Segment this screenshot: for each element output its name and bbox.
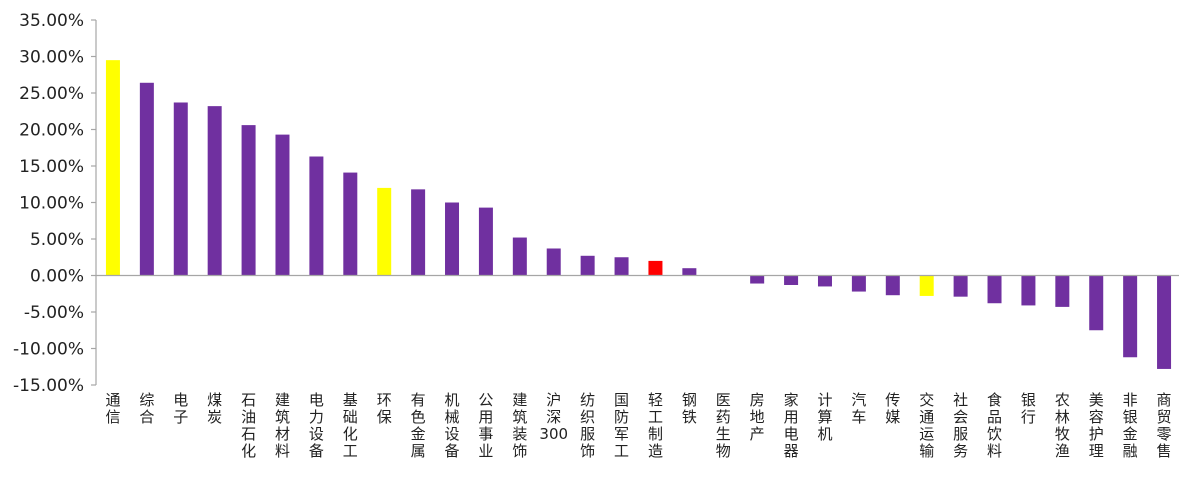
bar-20 <box>784 275 799 285</box>
bar-27 <box>1021 275 1036 306</box>
category-label-8: 环保 <box>377 391 392 426</box>
y-tick-label: -5.00% <box>24 303 84 323</box>
category-label-1: 综合 <box>139 391 154 426</box>
category-label-27: 银行 <box>1021 391 1036 426</box>
bar-15 <box>614 257 629 276</box>
y-tick-label: 15.00% <box>19 157 84 177</box>
bar-30 <box>1123 275 1138 358</box>
category-label-18: 医药生物 <box>716 391 731 460</box>
y-tick-label: 20.00% <box>19 121 84 141</box>
bar-17 <box>682 268 697 276</box>
category-label-29: 美容护理 <box>1089 391 1104 460</box>
category-label-16: 轻工制造 <box>648 391 663 460</box>
category-label-15: 国防军工 <box>614 391 629 460</box>
bar-9 <box>411 189 426 276</box>
y-tick-label: -15.00% <box>13 376 84 396</box>
category-label-14: 纺织服饰 <box>580 391 595 460</box>
y-tick-label: -10.00% <box>13 340 84 360</box>
y-tick-label: 35.00% <box>19 11 84 31</box>
category-label-22: 汽车 <box>851 391 866 426</box>
y-tick-label: 25.00% <box>19 84 84 104</box>
bars <box>105 60 1172 369</box>
category-label-2: 电子 <box>173 391 188 426</box>
y-tick-label: 0.00% <box>30 267 84 287</box>
y-tick-label: 5.00% <box>30 230 84 250</box>
bar-23 <box>885 275 900 296</box>
bar-19 <box>750 275 765 284</box>
bar-13 <box>546 248 561 276</box>
category-label-10: 机械设备 <box>445 391 460 460</box>
bar-10 <box>445 202 460 276</box>
category-label-19: 房地产 <box>750 391 765 443</box>
category-label-7: 基础化工 <box>343 391 358 460</box>
bar-4 <box>241 125 256 276</box>
category-label-28: 农林牧渔 <box>1055 391 1070 460</box>
bar-2 <box>173 102 188 276</box>
bar-11 <box>478 207 493 276</box>
category-label-23: 传媒 <box>885 391 900 426</box>
bar-26 <box>987 275 1002 304</box>
category-label-17: 钢铁 <box>682 391 697 426</box>
bar-8 <box>377 187 392 276</box>
category-label-31: 商贸零售 <box>1157 391 1172 460</box>
category-label-4: 石油石化 <box>241 391 256 460</box>
bar-16 <box>648 260 663 276</box>
category-label-11: 公用事业 <box>478 391 493 460</box>
category-label-3: 煤炭 <box>207 391 222 426</box>
category-label-5: 建筑材料 <box>275 391 290 460</box>
bar-3 <box>207 106 222 276</box>
category-label-25: 社会服务 <box>953 391 968 460</box>
category-label-12: 建筑装饰 <box>512 391 527 460</box>
bar-31 <box>1157 275 1172 369</box>
bar-24 <box>919 275 934 296</box>
bar-25 <box>953 275 968 297</box>
category-label-13: 沪深 300 <box>539 391 568 443</box>
bar-14 <box>580 255 595 276</box>
bar-21 <box>817 275 832 287</box>
category-label-6: 电力设备 <box>309 391 324 460</box>
category-label-20: 家用电器 <box>784 391 799 460</box>
bar-22 <box>851 275 866 292</box>
category-label-9: 有色金属 <box>411 391 426 460</box>
category-label-21: 计算机 <box>817 391 832 443</box>
bar-7 <box>343 172 358 276</box>
bar-29 <box>1089 275 1104 331</box>
bar-28 <box>1055 275 1070 307</box>
y-tick-label: 10.00% <box>19 194 84 214</box>
category-label-24: 交通运输 <box>919 391 934 460</box>
bar-1 <box>139 82 154 276</box>
category-label-30: 非银金融 <box>1123 391 1138 460</box>
bar-6 <box>309 156 324 276</box>
bar-5 <box>275 134 290 276</box>
category-label-26: 食品饮料 <box>987 391 1002 460</box>
bar-0 <box>105 60 120 276</box>
y-tick-label: 30.00% <box>19 48 84 68</box>
bar-12 <box>512 237 527 276</box>
y-axis: 35.00% 30.00% 25.00% 20.00% 15.00% 10.00% 5.00… <box>13 11 97 396</box>
category-label-0: 通信 <box>105 391 120 426</box>
